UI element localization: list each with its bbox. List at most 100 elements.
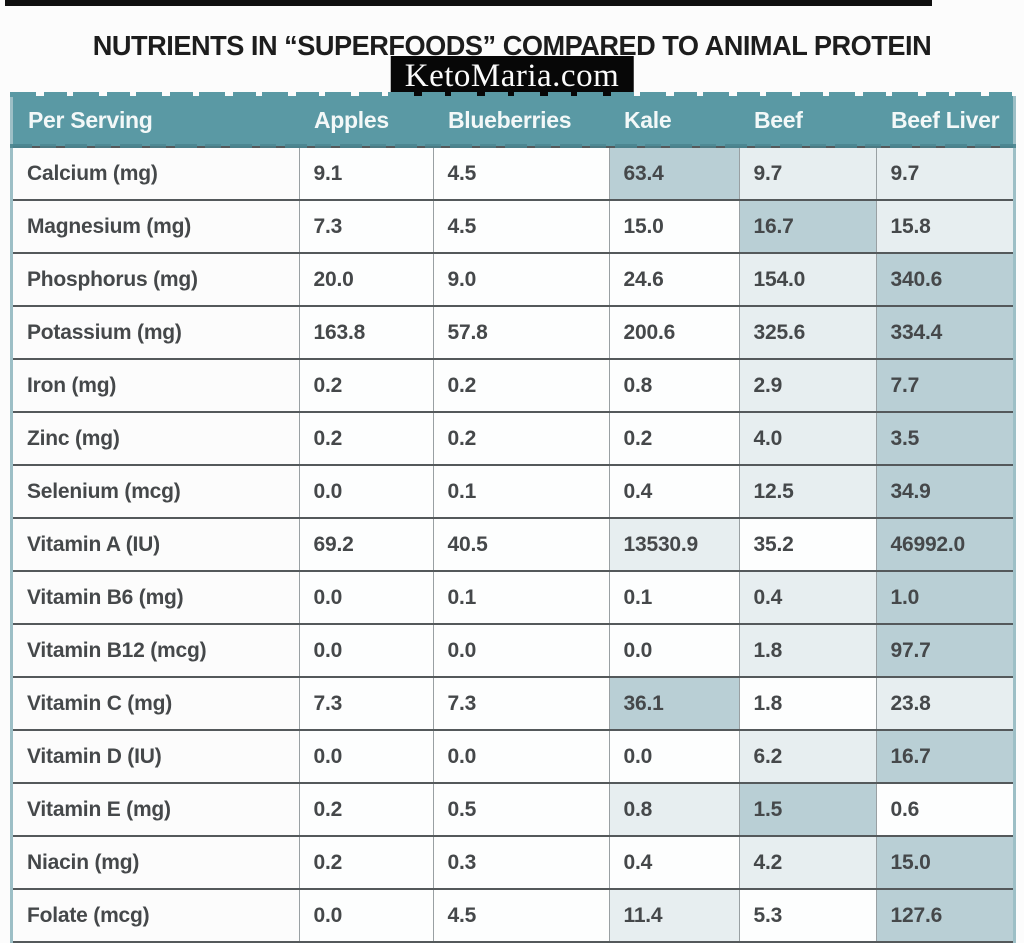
table-row-potassium: Potassium (mg) 163.8 57.8 200.6 325.6 33… — [13, 305, 1013, 359]
cell-beef-liver: 7.7 — [875, 358, 1013, 412]
cell-blueberries: 0.0 — [432, 623, 609, 677]
cell-apples: 0.0 — [298, 888, 433, 943]
table-row-selenium: Selenium (mcg) 0.0 0.1 0.4 12.5 34.9 — [13, 464, 1013, 518]
cell-beef: 1.8 — [738, 676, 876, 730]
cell-beef: 0.4 — [738, 570, 876, 624]
nutrient-label: Vitamin C (mg) — [13, 676, 299, 730]
cell-beef-liver: 34.9 — [875, 464, 1013, 518]
header-apples: Apples — [299, 96, 433, 147]
cell-apples: 20.0 — [298, 252, 433, 306]
watermark-text: KetoMaria.com — [404, 58, 620, 94]
cell-apples: 0.0 — [298, 729, 433, 783]
table-row-vitamin-d: Vitamin D (IU) 0.0 0.0 0.0 6.2 16.7 — [13, 729, 1013, 783]
nutrients-table: Per Serving Apples Blueberries Kale Beef… — [13, 96, 1013, 943]
nutrient-label: Magnesium (mg) — [13, 199, 299, 253]
cell-beef-liver: 1.0 — [875, 570, 1013, 624]
cell-beef-liver: 23.8 — [875, 676, 1013, 730]
nutrient-label: Vitamin A (IU) — [13, 517, 299, 571]
cell-beef-liver: 9.7 — [875, 146, 1013, 200]
cell-beef-liver: 15.8 — [875, 199, 1013, 253]
image-top-edge-strip — [5, 0, 932, 6]
nutrient-label: Iron (mg) — [13, 358, 299, 412]
cell-blueberries: 4.5 — [432, 199, 609, 253]
table-row-phosphorus: Phosphorus (mg) 20.0 9.0 24.6 154.0 340.… — [13, 252, 1013, 306]
nutrient-label: Folate (mcg) — [13, 888, 299, 943]
cell-blueberries: 57.8 — [432, 305, 609, 359]
header-blueberries: Blueberries — [433, 96, 609, 147]
cell-kale: 36.1 — [608, 676, 739, 730]
table-body: Calcium (mg) 9.1 4.5 63.4 9.7 9.7 Magnes… — [13, 146, 1013, 943]
nutrient-label: Calcium (mg) — [13, 146, 299, 200]
table-row-magnesium: Magnesium (mg) 7.3 4.5 15.0 16.7 15.8 — [13, 199, 1013, 253]
nutrient-label: Niacin (mg) — [13, 835, 299, 889]
cell-beef-liver: 334.4 — [875, 305, 1013, 359]
cell-blueberries: 0.2 — [432, 358, 609, 412]
cell-beef: 5.3 — [738, 888, 876, 943]
cell-blueberries: 0.2 — [432, 411, 609, 465]
cell-blueberries: 9.0 — [432, 252, 609, 306]
cell-beef: 1.8 — [738, 623, 876, 677]
cell-blueberries: 0.1 — [432, 570, 609, 624]
nutrients-table-container: Per Serving Apples Blueberries Kale Beef… — [10, 92, 1016, 943]
cell-blueberries: 40.5 — [432, 517, 609, 571]
cell-kale: 11.4 — [608, 888, 739, 943]
table-row-calcium: Calcium (mg) 9.1 4.5 63.4 9.7 9.7 — [13, 146, 1013, 200]
cell-apples: 0.0 — [298, 623, 433, 677]
nutrient-label: Vitamin B6 (mg) — [13, 570, 299, 624]
cell-blueberries: 0.0 — [432, 729, 609, 783]
cell-beef: 9.7 — [738, 146, 876, 200]
cell-beef: 154.0 — [738, 252, 876, 306]
cell-kale: 0.4 — [608, 835, 739, 889]
cell-apples: 0.2 — [298, 835, 433, 889]
cell-apples: 7.3 — [298, 199, 433, 253]
cell-kale: 24.6 — [608, 252, 739, 306]
cell-apples: 0.2 — [298, 411, 433, 465]
cell-beef-liver: 3.5 — [875, 411, 1013, 465]
nutrient-label: Zinc (mg) — [13, 411, 299, 465]
header-beef-liver: Beef Liver — [876, 96, 1013, 147]
cell-beef: 12.5 — [738, 464, 876, 518]
cell-beef: 325.6 — [738, 305, 876, 359]
cell-apples: 69.2 — [298, 517, 433, 571]
cell-blueberries: 0.5 — [432, 782, 609, 836]
table-row-vitamin-c: Vitamin C (mg) 7.3 7.3 36.1 1.8 23.8 — [13, 676, 1013, 730]
cell-apples: 0.2 — [298, 358, 433, 412]
table-row-folate: Folate (mcg) 0.0 4.5 11.4 5.3 127.6 — [13, 888, 1013, 943]
cell-beef: 6.2 — [738, 729, 876, 783]
cell-beef-liver: 127.6 — [875, 888, 1013, 943]
cell-beef-liver: 97.7 — [875, 623, 1013, 677]
nutrient-label: Potassium (mg) — [13, 305, 299, 359]
cell-beef: 16.7 — [738, 199, 876, 253]
table-row-zinc: Zinc (mg) 0.2 0.2 0.2 4.0 3.5 — [13, 411, 1013, 465]
table-row-vitamin-a: Vitamin A (IU) 69.2 40.5 13530.9 35.2 46… — [13, 517, 1013, 571]
cell-beef-liver: 15.0 — [875, 835, 1013, 889]
cell-kale: 200.6 — [608, 305, 739, 359]
header-kale: Kale — [609, 96, 739, 147]
cell-kale: 0.4 — [608, 464, 739, 518]
table-row-vitamin-e: Vitamin E (mg) 0.2 0.5 0.8 1.5 0.6 — [13, 782, 1013, 836]
table-row-vitamin-b12: Vitamin B12 (mcg) 0.0 0.0 0.0 1.8 97.7 — [13, 623, 1013, 677]
table-row-vitamin-b6: Vitamin B6 (mg) 0.0 0.1 0.1 0.4 1.0 — [13, 570, 1013, 624]
cell-beef: 35.2 — [738, 517, 876, 571]
cell-apples: 7.3 — [298, 676, 433, 730]
cell-kale: 0.8 — [608, 358, 739, 412]
header-beef: Beef — [739, 96, 876, 147]
cell-beef-liver: 16.7 — [875, 729, 1013, 783]
table-header: Per Serving Apples Blueberries Kale Beef… — [13, 96, 1013, 147]
cell-blueberries: 7.3 — [432, 676, 609, 730]
cell-kale: 15.0 — [608, 199, 739, 253]
table-row-niacin: Niacin (mg) 0.2 0.3 0.4 4.2 15.0 — [13, 835, 1013, 889]
cell-kale: 13530.9 — [608, 517, 739, 571]
cell-beef-liver: 46992.0 — [875, 517, 1013, 571]
cell-blueberries: 0.1 — [432, 464, 609, 518]
nutrient-label: Vitamin D (IU) — [13, 729, 299, 783]
cell-beef: 4.0 — [738, 411, 876, 465]
cell-kale: 0.8 — [608, 782, 739, 836]
cell-kale: 0.0 — [608, 729, 739, 783]
cell-apples: 163.8 — [298, 305, 433, 359]
nutrient-label: Selenium (mcg) — [13, 464, 299, 518]
header-row: Per Serving Apples Blueberries Kale Beef… — [13, 96, 1013, 147]
cell-kale: 0.0 — [608, 623, 739, 677]
page-title: NUTRIENTS IN “SUPERFOODS” COMPARED TO AN… — [92, 29, 932, 61]
cell-beef-liver: 0.6 — [875, 782, 1013, 836]
